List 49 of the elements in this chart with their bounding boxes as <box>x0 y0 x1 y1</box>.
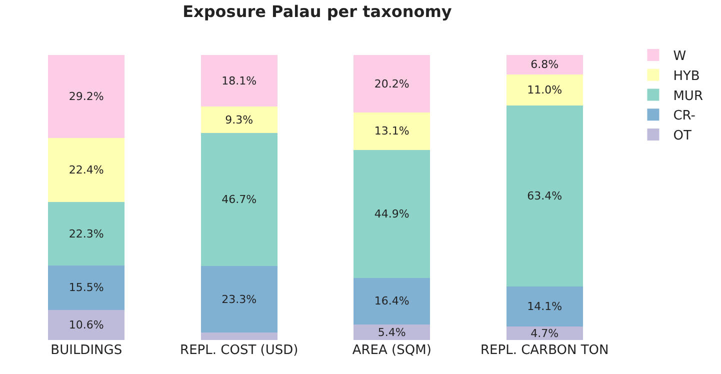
bar <box>200 133 278 266</box>
bar <box>200 332 278 340</box>
data-label: 11.0% <box>527 84 562 97</box>
legend-label: W <box>673 49 686 64</box>
bar <box>506 326 583 340</box>
data-label: 63.4% <box>527 190 562 203</box>
legend-label: MUR <box>673 88 703 104</box>
bar <box>354 55 430 113</box>
bar <box>200 55 278 107</box>
bar <box>354 278 430 325</box>
data-label: 16.4% <box>374 294 410 308</box>
data-label: 20.2% <box>374 77 410 90</box>
data-label: 9.3% <box>225 113 254 126</box>
data-label: 15.5% <box>68 281 104 294</box>
data-label: 10.6% <box>68 318 104 332</box>
x-tick-label: REPL. CARBON TON <box>480 343 609 358</box>
data-label: 22.3% <box>68 227 104 240</box>
bar <box>48 202 125 266</box>
bar <box>200 106 278 134</box>
data-label: 14.1% <box>527 300 562 314</box>
bar <box>506 55 583 74</box>
bar <box>506 106 583 286</box>
x-tick-label: REPL. COST (USD) <box>180 343 298 358</box>
bar <box>354 112 430 150</box>
data-label: 29.2% <box>68 90 104 104</box>
legend-label: CR- <box>673 108 696 124</box>
data-label: 4.7% <box>530 326 559 340</box>
bar <box>200 266 278 333</box>
data-label: 18.1% <box>222 74 257 88</box>
data-label: 44.9% <box>374 207 410 220</box>
bar <box>48 310 125 340</box>
bar <box>48 138 125 202</box>
x-tick-label: AREA (SQM) <box>352 343 432 358</box>
chart-title: Exposure Palau per taxonomy <box>182 2 452 21</box>
x-tick-label: BUILDINGS <box>50 343 122 358</box>
bar <box>354 150 430 278</box>
bar <box>354 324 430 340</box>
legend-label: HYB <box>673 68 700 84</box>
bar <box>506 74 583 106</box>
bar <box>48 55 125 138</box>
data-label: 46.7% <box>222 193 257 206</box>
bar <box>506 286 583 327</box>
bar <box>48 266 125 310</box>
data-label: 6.8% <box>530 58 559 72</box>
data-label: 23.3% <box>222 292 257 306</box>
data-label: 13.1% <box>374 124 410 138</box>
data-label: 5.4% <box>378 326 406 339</box>
data-label: 22.4% <box>68 164 104 177</box>
legend-label: OT <box>673 128 692 144</box>
